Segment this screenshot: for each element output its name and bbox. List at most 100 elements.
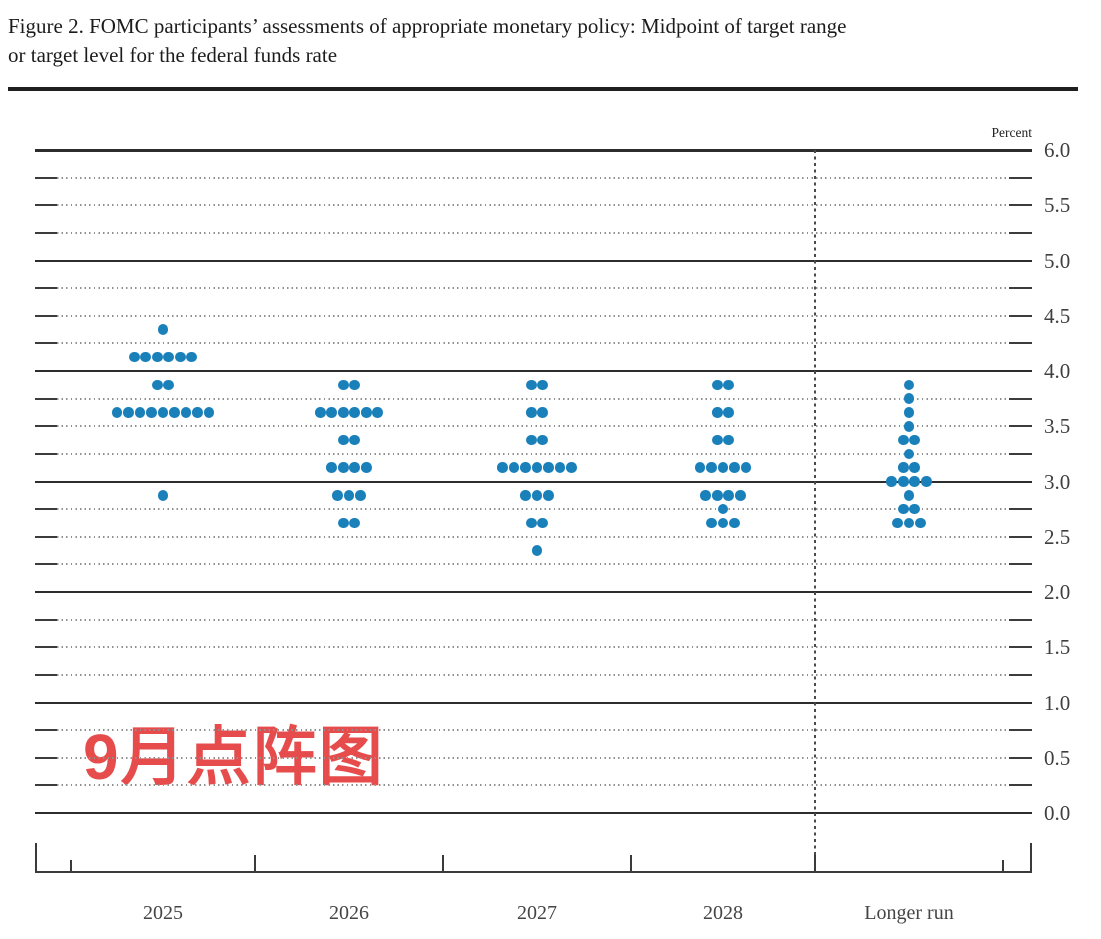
projection-dot (915, 517, 926, 529)
projection-dot (706, 462, 717, 473)
projection-dot (723, 379, 735, 391)
projection-dot (903, 490, 915, 501)
projection-dot (349, 462, 361, 473)
projection-dot (909, 476, 921, 487)
projection-dot (123, 407, 134, 418)
projection-dot (897, 476, 909, 487)
gridline-left-tick (35, 397, 57, 400)
projection-dot (531, 462, 543, 473)
projection-dot (326, 407, 338, 418)
x-axis-label: 2028 (703, 902, 743, 924)
gridline-dotted (57, 342, 1009, 345)
projection-dot (723, 490, 735, 501)
projection-dot (372, 407, 384, 418)
y-axis-label: 1.5 (1044, 635, 1071, 660)
projection-dot (157, 324, 169, 335)
figure-title: Figure 2. FOMC participants’ assessments… (8, 12, 846, 70)
y-axis-label: 6.0 (1044, 138, 1071, 162)
gridline-right-tick (1009, 204, 1032, 207)
gridline-left-tick (35, 535, 57, 538)
gridline-left-tick (35, 176, 57, 179)
projection-dot (903, 379, 915, 391)
projection-dot (525, 517, 537, 529)
x-axis-end-bar (35, 843, 37, 871)
projection-dot (729, 462, 740, 473)
gridline-left-tick (35, 784, 57, 787)
projection-dot (886, 476, 898, 487)
projection-dot (343, 490, 355, 501)
gridline-dotted (57, 176, 1009, 179)
projection-dot (111, 407, 123, 418)
projection-dot (332, 490, 343, 501)
gridline-solid (35, 259, 1032, 262)
projection-dot (520, 490, 531, 501)
projection-dot (203, 407, 215, 418)
gridline-right-tick (1009, 397, 1032, 400)
projection-dot (729, 517, 740, 529)
projection-dot (566, 462, 577, 473)
gridline-right-tick (1009, 646, 1032, 649)
x-axis-tick (254, 855, 256, 871)
projection-dot (192, 407, 203, 418)
projection-dot (909, 434, 921, 446)
gridline-dotted (57, 452, 1009, 455)
projection-dot (706, 517, 717, 529)
projection-dot (537, 517, 549, 529)
projection-dot (711, 407, 723, 418)
gridline-right-tick (1009, 452, 1032, 455)
figure-title-line2: or target level for the federal funds ra… (8, 43, 338, 67)
projection-dot (186, 351, 198, 363)
projection-dot (349, 434, 361, 446)
title-rule (8, 87, 1078, 91)
projection-dot (543, 490, 554, 501)
projection-dot (909, 462, 921, 473)
projection-dot (723, 434, 735, 446)
x-axis-tick (814, 855, 816, 871)
gridline-right-tick (1009, 287, 1032, 290)
gridline-dotted (57, 784, 1009, 787)
projection-dot (740, 462, 752, 473)
gridline-left-tick (35, 231, 57, 234)
projection-dot (920, 476, 932, 487)
y-axis-label: 0.0 (1044, 801, 1071, 825)
x-axis-line (35, 871, 1032, 873)
gridline-solid (35, 701, 1032, 704)
y-axis-label: 1.0 (1044, 690, 1071, 715)
projection-dot (180, 407, 192, 418)
projection-dot (360, 462, 372, 473)
projection-dot (711, 490, 723, 501)
projection-dot (157, 490, 169, 501)
projection-dot (151, 379, 163, 391)
projection-dot (903, 448, 915, 460)
projection-dot (711, 379, 723, 391)
projection-dot (497, 462, 508, 473)
gridline-left-tick (35, 618, 57, 621)
projection-dot (694, 462, 706, 473)
gridline-dotted (57, 231, 1009, 234)
gridline-solid (35, 591, 1032, 593)
projection-dot (508, 462, 520, 473)
x-axis-tick-minor (70, 860, 72, 871)
projection-dot (157, 407, 169, 418)
projection-dot (723, 407, 735, 418)
gridline-solid (35, 370, 1032, 372)
y-axis-label: 4.0 (1044, 359, 1071, 383)
gridline-dotted (57, 204, 1009, 207)
projection-dot (326, 462, 338, 473)
projection-dot (169, 407, 180, 418)
projection-dot (337, 462, 349, 473)
y-axis-label: 5.0 (1044, 248, 1071, 273)
projection-dot (525, 379, 537, 391)
gridline-dotted (57, 314, 1009, 317)
projection-dot (337, 379, 349, 391)
gridline-dotted (57, 673, 1009, 676)
projection-dot (903, 407, 915, 418)
projection-dot (151, 351, 163, 363)
x-axis-label: 2025 (143, 902, 183, 924)
projection-dot (711, 434, 723, 446)
gridline-right-tick (1009, 563, 1032, 566)
gridline-right-tick (1009, 784, 1032, 787)
projection-dot (543, 462, 554, 473)
gridline-solid (35, 148, 1032, 152)
